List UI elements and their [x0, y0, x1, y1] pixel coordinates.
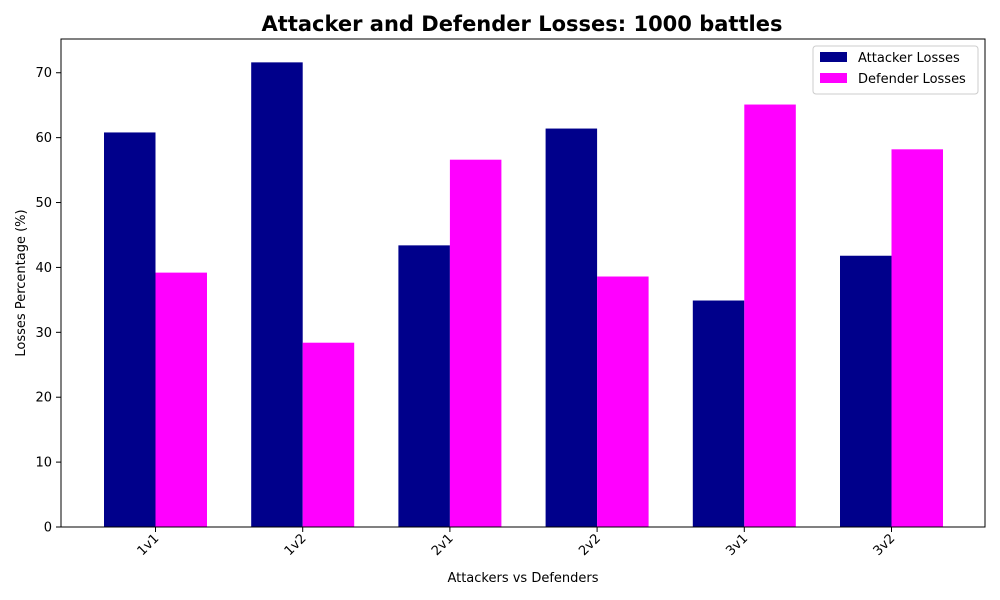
bar-defender-2v1	[449, 159, 502, 527]
x-axis-label: Attackers vs Defenders	[447, 571, 598, 586]
legend-label: Attacker Losses	[858, 51, 960, 66]
x-tick-label: 2v2	[576, 531, 604, 559]
legend-swatch	[820, 52, 847, 62]
y-tick-label: 60	[35, 131, 52, 146]
bars-group	[104, 62, 943, 528]
y-tick-label: 30	[35, 326, 52, 341]
bar-attacker-2v1	[398, 245, 450, 528]
x-tick-label: 2v1	[429, 531, 457, 559]
legend-swatch	[820, 73, 847, 83]
bar-defender-1v2	[302, 342, 355, 527]
bar-defender-1v1	[155, 272, 207, 527]
bar-attacker-1v2	[251, 62, 303, 528]
bar-attacker-1v1	[104, 132, 156, 527]
bar-attacker-3v2	[840, 255, 892, 528]
bar-defender-2v2	[597, 276, 649, 527]
y-axis-label: Losses Percentage (%)	[14, 209, 29, 356]
bar-defender-3v1	[744, 104, 796, 527]
y-tick-label: 70	[35, 66, 52, 81]
y-tick-label: 0	[44, 521, 52, 536]
bar-attacker-3v1	[692, 300, 745, 527]
x-tick-label: 1v2	[282, 531, 310, 559]
legend-label: Defender Losses	[858, 72, 966, 87]
x-tick-label: 3v2	[871, 531, 899, 559]
x-tick-label: 3v1	[723, 531, 751, 559]
bar-attacker-2v2	[545, 128, 598, 528]
y-tick-label: 40	[35, 261, 52, 276]
legend-box	[812, 45, 979, 95]
y-tick-label: 20	[35, 391, 52, 406]
chart-title: Attacker and Defender Losses: 1000 battl…	[262, 12, 783, 36]
plot-frame	[60, 38, 986, 528]
x-tick-label: 1v1	[135, 531, 163, 559]
y-tick-label: 10	[35, 456, 52, 471]
y-axis: 0 10 20 30 40 50 60 70	[35, 66, 61, 536]
bar-defender-3v2	[891, 149, 943, 527]
y-tick-label: 50	[35, 196, 52, 211]
x-axis: 1v1 1v2 2v1 2v2 3v1 3v2	[135, 527, 899, 559]
legend: Attacker Losses Defender Losses	[812, 45, 979, 95]
